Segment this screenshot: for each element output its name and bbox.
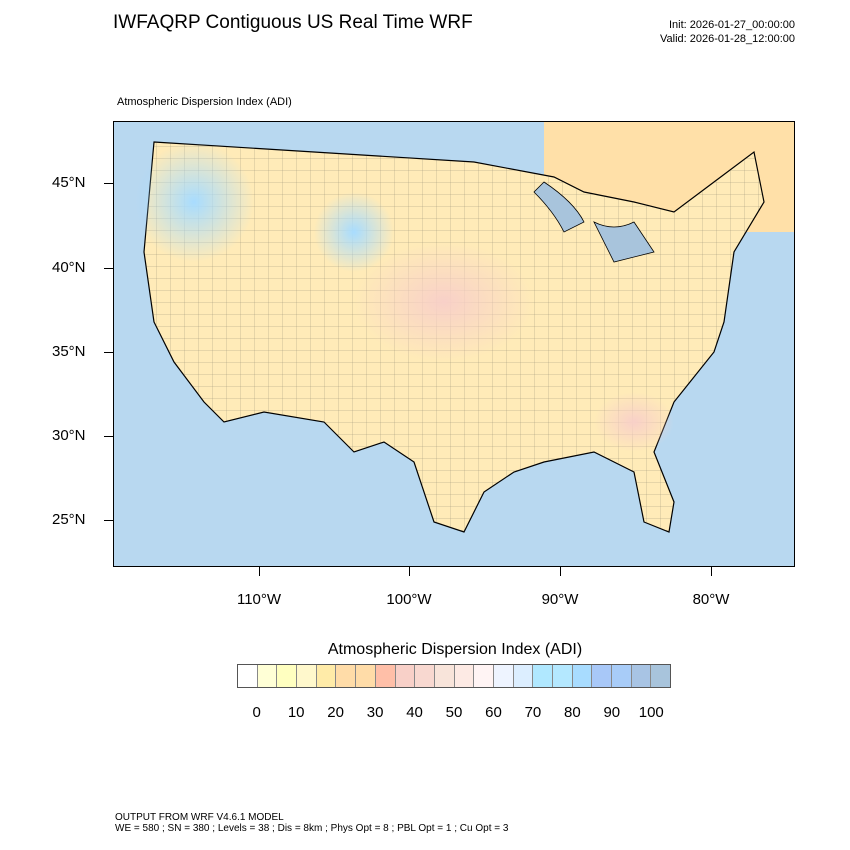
lat-label: 35°N: [52, 343, 86, 360]
colorbar-box: [356, 665, 376, 687]
colorbar-box: [454, 665, 475, 687]
colorbar-label: 20: [327, 704, 344, 721]
colorbar-box: [316, 665, 337, 687]
colorbar-title: Atmospheric Dispersion Index (ADI): [327, 641, 583, 658]
colorbar-label: 30: [366, 704, 384, 721]
colorbar-box: [375, 665, 396, 687]
lat-label: 45°N: [52, 174, 86, 191]
colorbar-label: 0: [252, 704, 261, 721]
colorbar-box: [651, 665, 671, 687]
lat-label: 40°N: [52, 259, 86, 276]
colorbar-box: [297, 665, 317, 687]
colorbar-box: [513, 665, 534, 687]
low-adi-northwest: [134, 142, 254, 262]
lon-label: 80°W: [692, 591, 730, 608]
footer-config: WE = 580 ; SN = 380 ; Levels = 38 ; Dis …: [115, 823, 509, 834]
colorbar-box: [238, 665, 258, 687]
init-time: Init: 2026-01-27_00:00:00: [669, 19, 795, 31]
plot-title: IWFAQRP Contiguous US Real Time WRF: [113, 12, 473, 33]
great-lakes: [533, 181, 585, 233]
colorbar-box: [533, 665, 553, 687]
lon-label: 110°W: [236, 591, 282, 608]
colorbar-label: 90: [603, 704, 621, 721]
footer-model: OUTPUT FROM WRF V4.6.1 MODEL: [115, 812, 284, 823]
colorbar-box: [474, 665, 494, 687]
colorbar-label: 50: [445, 704, 463, 721]
colorbar-box: [572, 665, 593, 687]
colorbar-box: [415, 665, 435, 687]
colorbar-box: [612, 665, 632, 687]
colorbar-box: [395, 665, 416, 687]
colorbar-box: [277, 665, 298, 687]
colorbar-label: 60: [485, 704, 502, 721]
colorbar-box: [631, 665, 652, 687]
colorbar-label: 80: [564, 704, 581, 721]
colorbar-box: [336, 665, 357, 687]
colorbar-box: [257, 665, 278, 687]
colorbar-label: 70: [524, 704, 542, 721]
valid-time: Valid: 2026-01-28_12:00:00: [660, 33, 795, 45]
map-panel: [113, 121, 795, 567]
colorbar-label: 100: [638, 704, 664, 721]
colorbar-box: [434, 665, 455, 687]
field-label: Atmospheric Dispersion Index (ADI): [117, 96, 292, 108]
colorbar-box: [493, 665, 514, 687]
high-adi-plains: [354, 242, 534, 362]
map-svg: [114, 122, 794, 566]
lat-label: 30°N: [52, 427, 86, 444]
colorbar: [237, 664, 671, 688]
colorbar-label: 10: [287, 704, 305, 721]
lat-label: 25°N: [52, 511, 86, 528]
colorbar-label: 40: [406, 704, 423, 721]
lon-label: 100°W: [386, 591, 432, 608]
colorbar-box: [592, 665, 613, 687]
colorbar-box: [553, 665, 573, 687]
lon-label: 90°W: [541, 591, 579, 608]
